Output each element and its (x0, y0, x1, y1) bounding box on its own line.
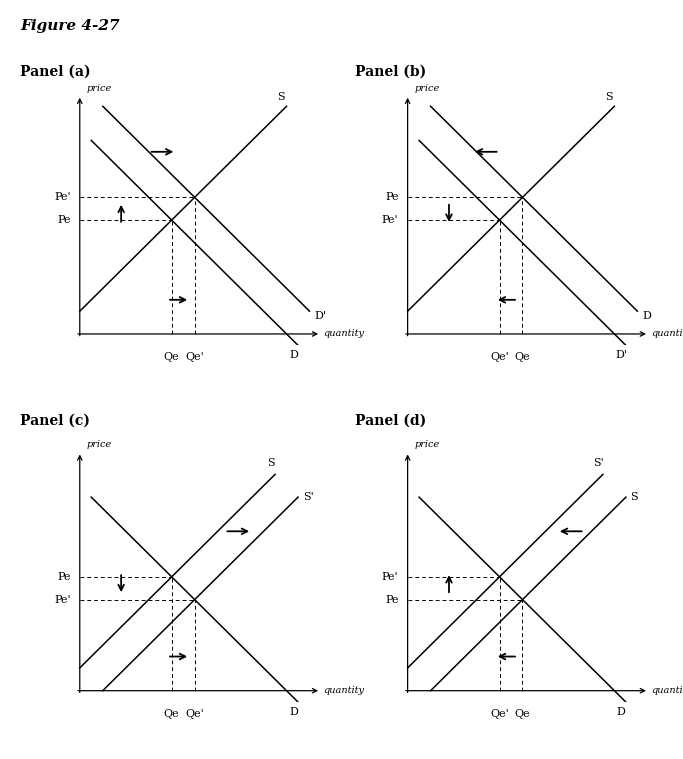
Text: Panel (d): Panel (d) (355, 414, 426, 427)
Text: S: S (277, 92, 285, 102)
Text: S: S (266, 458, 275, 468)
Text: Panel (a): Panel (a) (20, 65, 91, 78)
Text: price: price (87, 440, 112, 449)
Text: quantity: quantity (323, 329, 364, 339)
Text: S: S (630, 492, 638, 502)
Text: S': S' (303, 492, 313, 502)
Text: Qe: Qe (515, 352, 530, 362)
Text: Qe': Qe' (490, 709, 509, 719)
Text: Qe: Qe (164, 709, 180, 719)
Text: price: price (87, 83, 112, 93)
Text: Pe': Pe' (382, 215, 398, 225)
Text: Qe': Qe' (490, 352, 509, 362)
Text: price: price (415, 440, 440, 449)
Text: quantity: quantity (651, 329, 683, 339)
Text: quantity: quantity (323, 686, 364, 695)
Text: Qe': Qe' (185, 709, 204, 719)
Text: Pe': Pe' (54, 594, 70, 605)
Text: Pe': Pe' (382, 572, 398, 582)
Text: D': D' (314, 310, 326, 321)
Text: Pe: Pe (57, 215, 70, 225)
Text: S: S (605, 92, 613, 102)
Text: price: price (415, 83, 440, 93)
Text: Panel (c): Panel (c) (20, 414, 90, 427)
Text: S': S' (593, 458, 604, 468)
Text: Pe: Pe (385, 594, 398, 605)
Text: Panel (b): Panel (b) (355, 65, 426, 78)
Text: D': D' (615, 350, 627, 360)
Text: D: D (617, 707, 626, 716)
Text: Qe: Qe (515, 709, 530, 719)
Text: Qe': Qe' (185, 352, 204, 362)
Text: Pe': Pe' (54, 192, 70, 203)
Text: D: D (642, 310, 651, 321)
Text: Figure 4-27: Figure 4-27 (20, 19, 120, 33)
Text: D: D (289, 707, 298, 716)
Text: Pe: Pe (385, 192, 398, 203)
Text: D: D (289, 350, 298, 360)
Text: quantity: quantity (651, 686, 683, 695)
Text: Pe: Pe (57, 572, 70, 582)
Text: Qe: Qe (164, 352, 180, 362)
